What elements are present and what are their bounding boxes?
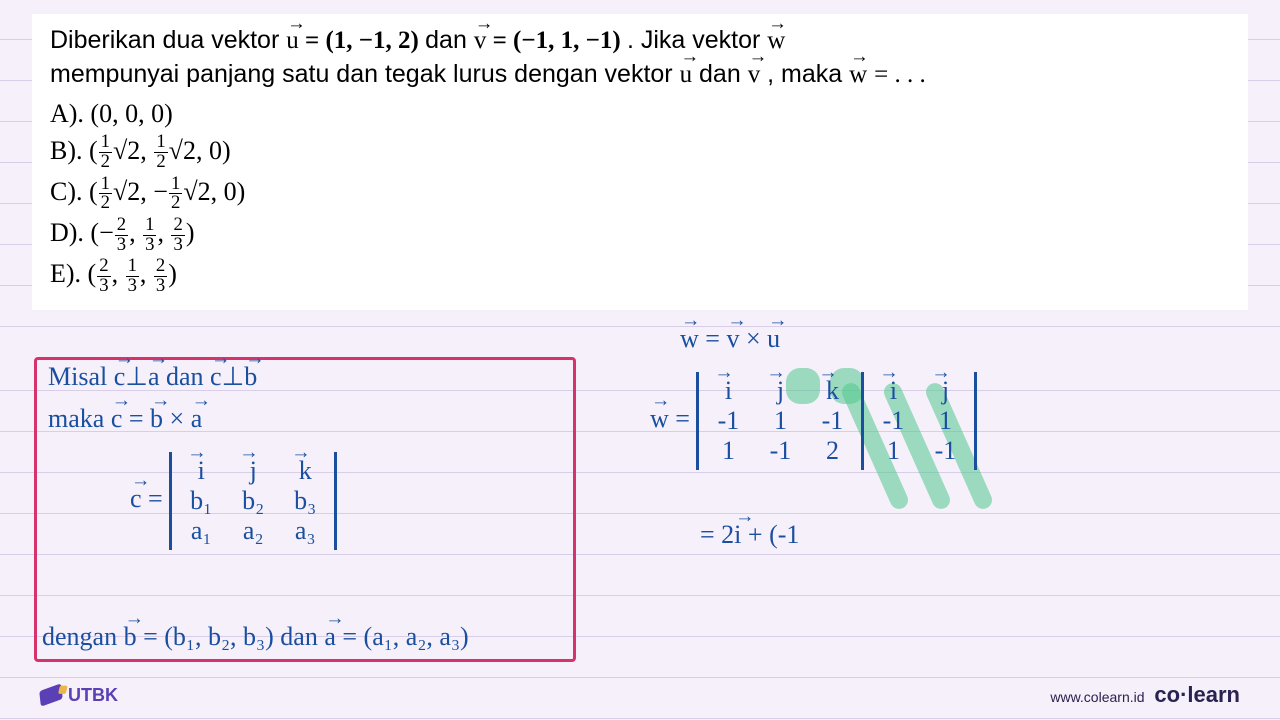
option-c: C). (12√2, −12√2, 0) [50,174,1230,213]
vector-v: v [748,58,761,92]
hw-misal: Misal c⊥a dan c⊥b [48,362,257,392]
question-line-2: mempunyai panjang satu dan tegak lurus d… [50,58,1230,92]
utbk-badge: UTBK [40,685,118,706]
text: dan [699,60,748,88]
vector-w: w [767,24,785,58]
question-line-1: Diberikan dua vektor u = (1, −1, 2) dan … [50,24,1230,58]
u-value: = (1, −1, 2) [299,27,425,54]
text: = . . . [874,61,926,88]
utbk-label: UTBK [68,685,118,706]
hw-w-eq-vxu: w = v × u [680,324,780,354]
option-a: A). (0, 0, 0) [50,96,1230,131]
colearn-url: www.colearn.id [1050,689,1144,705]
option-d: D). (−23, 13, 23) [50,215,1230,254]
text: , maka [767,60,849,88]
hw-maka: maka c = b × a [48,404,202,434]
colearn-logo-text: co·learn [1154,682,1240,707]
hw-det-generic: c = ijk b₁b₂b₃ a₁a₂a₃ [130,452,337,550]
question-box: Diberikan dua vektor u = (1, −1, 2) dan … [32,14,1248,310]
option-e: E). (23, 13, 23) [50,256,1230,295]
vector-u: u [286,24,299,58]
text: Diberikan dua vektor [50,26,286,54]
text: dan [425,26,474,54]
option-b: B). (12√2, 12√2, 0) [50,133,1230,172]
vector-w: w [849,58,867,92]
v-value: = (−1, 1, −1) [486,27,627,54]
vector-v: v [474,24,487,58]
text: mempunyai panjang satu dan tegak lurus d… [50,60,680,88]
answer-options: A). (0, 0, 0) B). (12√2, 12√2, 0) C). (1… [50,96,1230,296]
hw-result: = 2i + (-1 [700,520,799,550]
colearn-brand: www.colearn.id co·learn [1050,682,1240,708]
footer: UTBK www.colearn.id co·learn [0,682,1280,708]
hw-det-numeric: w = ijk -11-1 1-12 ij -11 1-1 [650,372,977,470]
vector-u: u [680,58,693,92]
graduation-cap-icon [39,683,63,706]
hw-dengan: dengan b = (b₁, b₂, b₃) dan a = (a₁, a₂,… [42,622,469,652]
